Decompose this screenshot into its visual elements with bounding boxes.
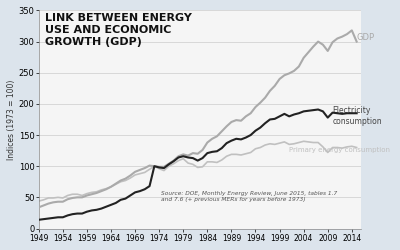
Text: Primary energy consumption: Primary energy consumption <box>289 147 390 153</box>
Y-axis label: Indices (1973 = 100): Indices (1973 = 100) <box>7 79 16 160</box>
Text: GDP: GDP <box>357 32 375 42</box>
Text: LINK BETWEEN ENERGY
USE AND ECONOMIC
GROWTH (GDP): LINK BETWEEN ENERGY USE AND ECONOMIC GRO… <box>45 13 192 47</box>
Text: Electricity
consumption: Electricity consumption <box>332 106 382 126</box>
Text: Source: DOE, Monthly Energy Review, June 2015, tables 1.7
and 7.6 (+ previous ME: Source: DOE, Monthly Energy Review, June… <box>161 191 338 202</box>
